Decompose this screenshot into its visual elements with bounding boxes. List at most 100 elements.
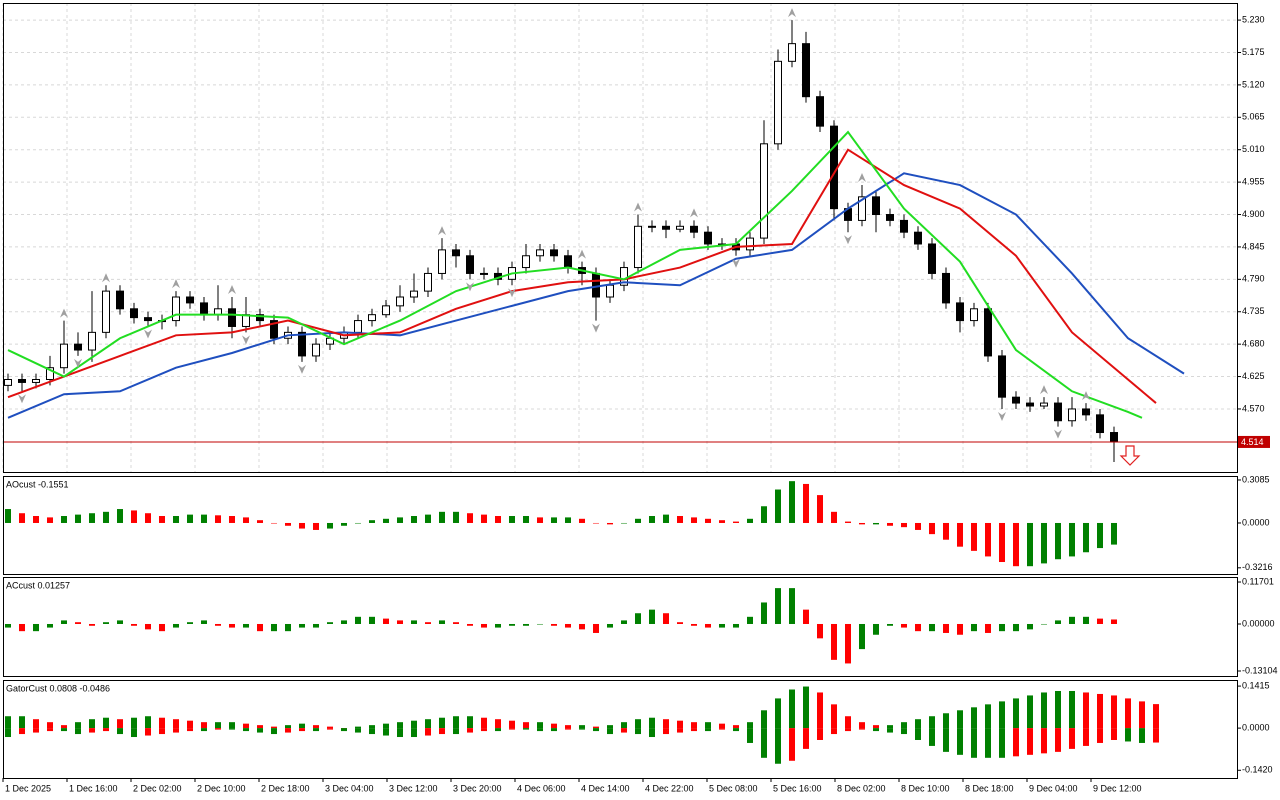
histogram-bar — [341, 728, 347, 732]
histogram-bar — [873, 623, 879, 635]
histogram-bar — [411, 620, 417, 624]
histogram-bar — [495, 516, 501, 523]
fractal-down — [18, 394, 26, 404]
histogram-bar — [817, 692, 823, 729]
histogram-bar — [1111, 619, 1117, 624]
histogram-bar — [789, 481, 795, 523]
candle-body — [788, 43, 796, 62]
histogram-bar — [719, 723, 725, 729]
x-tick-label: 3 Dec 04:00 — [325, 783, 374, 793]
histogram-bar — [61, 728, 67, 732]
histogram-bar — [1139, 701, 1145, 729]
histogram-bar — [257, 623, 263, 632]
histogram-bar — [537, 623, 543, 625]
fractal-down — [74, 358, 82, 368]
histogram-bar — [1055, 728, 1061, 752]
histogram-bar — [453, 728, 459, 735]
histogram-bar — [579, 623, 585, 630]
histogram-bar — [621, 522, 627, 524]
histogram-bar — [285, 725, 291, 729]
histogram-bar — [19, 728, 25, 735]
histogram-bar — [397, 728, 403, 738]
candle-body — [410, 290, 418, 298]
candle-body — [858, 196, 866, 221]
candle-body — [760, 143, 768, 239]
histogram-bar — [425, 719, 431, 729]
histogram-bar — [355, 728, 361, 733]
candle-body — [354, 320, 362, 333]
histogram-bar — [733, 728, 739, 732]
histogram-bar — [1125, 728, 1131, 742]
histogram-bar — [775, 698, 781, 729]
alligator-line — [7, 130, 1143, 419]
histogram-bar — [1069, 616, 1075, 624]
candle-body — [466, 255, 474, 274]
x-tick-label: 8 Dec 18:00 — [965, 783, 1014, 793]
histogram-bar — [663, 613, 669, 624]
histogram-bar — [887, 623, 893, 626]
fractal-up — [578, 249, 586, 259]
histogram-bar — [831, 728, 837, 735]
histogram-bar — [929, 522, 935, 535]
histogram-bar — [481, 514, 487, 523]
histogram-bar — [19, 513, 25, 523]
histogram-bar — [957, 728, 963, 755]
histogram-bar — [5, 728, 11, 738]
histogram-bar — [229, 516, 235, 523]
candle-body — [452, 249, 460, 257]
candle-body — [270, 320, 278, 339]
histogram-bar — [985, 522, 991, 557]
histogram-bar — [397, 722, 403, 729]
histogram-bar — [481, 717, 487, 729]
y-tick-label: -0.1420 — [1242, 765, 1273, 775]
fractal-down — [298, 364, 306, 374]
histogram-bar — [33, 719, 39, 729]
histogram-bar — [257, 520, 263, 523]
histogram-bar — [929, 728, 935, 746]
histogram-bar — [439, 620, 445, 624]
histogram-bar — [999, 522, 1005, 563]
fractal-down — [466, 282, 474, 292]
histogram-bar — [761, 728, 767, 758]
histogram-bar — [551, 623, 557, 626]
histogram-bar — [439, 511, 445, 523]
histogram-bar — [845, 623, 851, 664]
histogram-bar — [523, 728, 529, 730]
histogram-bar — [173, 728, 179, 733]
histogram-bar — [383, 518, 389, 523]
candle-body — [396, 296, 404, 307]
histogram-bar — [257, 725, 263, 729]
histogram-bar — [677, 622, 683, 624]
histogram-bar — [971, 623, 977, 632]
histogram-bar — [901, 522, 907, 528]
histogram-bar — [411, 728, 417, 738]
histogram-bar — [131, 510, 137, 523]
histogram-bar — [943, 522, 949, 540]
histogram-bar — [173, 623, 179, 628]
candle-body — [1040, 402, 1048, 407]
fractal-up — [690, 208, 698, 218]
alligator-line — [7, 172, 1185, 419]
candle-body — [102, 290, 110, 333]
histogram-bar — [243, 623, 249, 628]
x-tick-label: 4 Dec 14:00 — [581, 783, 630, 793]
histogram-bar — [173, 516, 179, 523]
histogram-bar — [75, 728, 81, 735]
panel-title: AOcust -0.1551 — [6, 479, 69, 489]
fractal-down — [1054, 429, 1062, 439]
histogram-bar — [285, 522, 291, 526]
y-tick-label: 0.1415 — [1242, 680, 1270, 690]
histogram-bar — [117, 719, 123, 729]
y-tick-label: 4.735 — [1242, 306, 1265, 316]
histogram-bar — [887, 728, 893, 733]
histogram-bar — [607, 728, 613, 735]
histogram-bar — [733, 623, 739, 628]
alligator-line — [7, 148, 1157, 404]
histogram-bar — [201, 620, 207, 624]
sell-signal-arrow — [1119, 445, 1141, 466]
histogram-bar — [943, 713, 949, 729]
histogram-bar — [187, 728, 193, 732]
histogram-bar — [75, 514, 81, 523]
histogram-bar — [985, 704, 991, 729]
